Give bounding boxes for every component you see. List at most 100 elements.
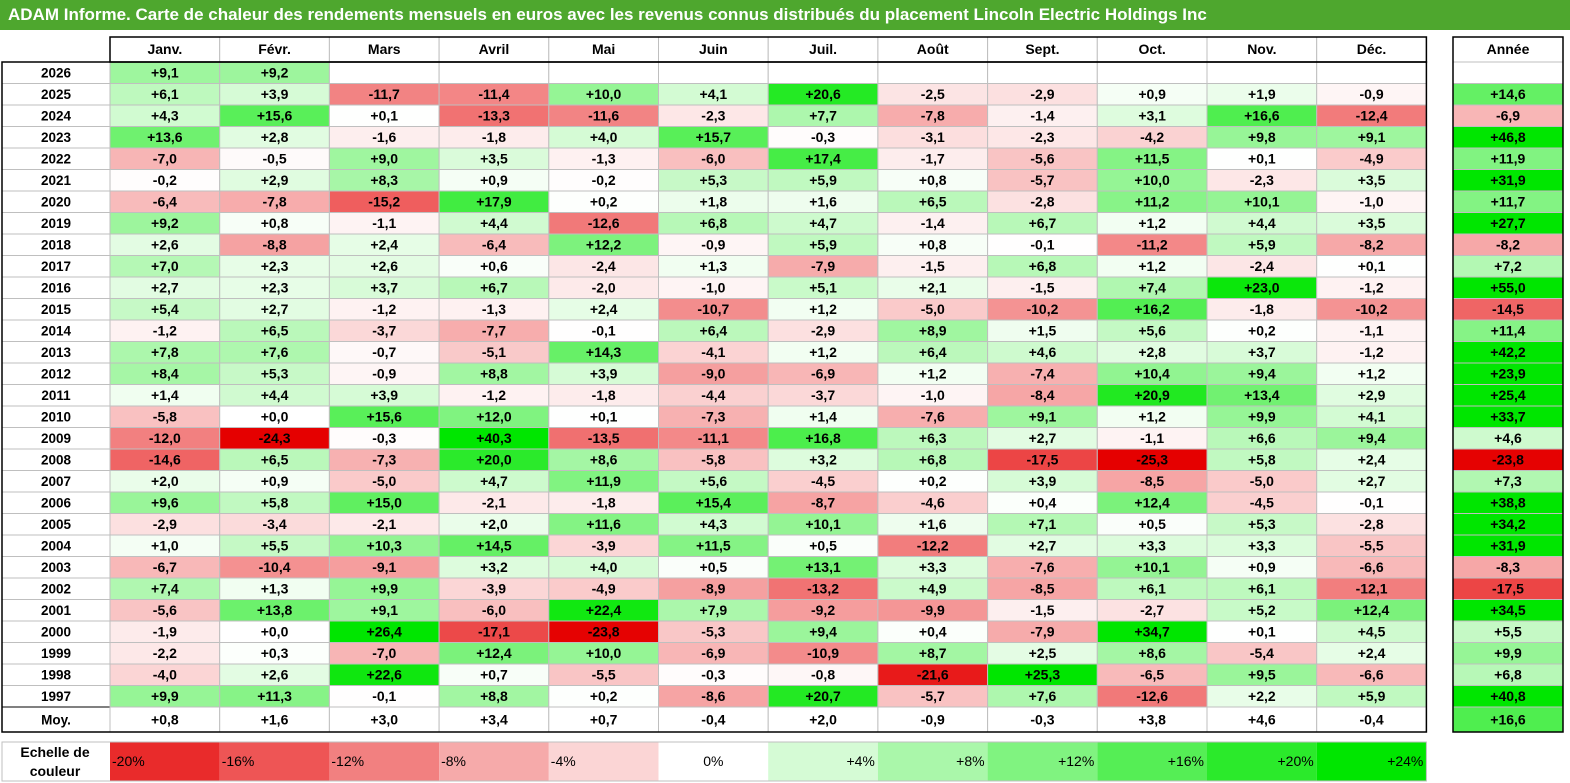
heat-cell-value: -1,9 <box>153 624 177 640</box>
color-scale-swatch <box>329 742 440 781</box>
annual-value: -17,5 <box>1492 581 1524 597</box>
annual-value: +46,8 <box>1490 129 1526 145</box>
heat-cell-value: -7,3 <box>701 409 725 425</box>
heat-cell-value: +34,7 <box>1134 624 1170 640</box>
heat-cell-value: +5,3 <box>261 366 289 382</box>
heat-cell-value: -7,0 <box>372 645 396 661</box>
heat-cell-value: +20,6 <box>805 86 841 102</box>
heat-cell-value: +1,2 <box>1138 215 1166 231</box>
average-value: -0,4 <box>1359 712 1383 728</box>
color-scale-label: -4% <box>551 753 576 769</box>
annual-cell <box>1452 61 1564 84</box>
heat-cell-value: -6,9 <box>811 366 835 382</box>
year-label-2016: 2016 <box>41 281 72 296</box>
heat-cell-value: -0,3 <box>372 430 396 446</box>
color-scale-label: -8% <box>441 753 466 769</box>
heat-cell-value: +25,3 <box>1025 667 1061 683</box>
heat-cell-value: +4,7 <box>480 473 508 489</box>
heat-cell-value: +9,9 <box>151 688 179 704</box>
color-scale-swatch <box>987 742 1098 781</box>
heat-cell-value: -10,4 <box>259 559 291 575</box>
heat-cell-value: -25,3 <box>1136 452 1168 468</box>
heat-cell-value: -0,3 <box>701 667 725 683</box>
month-header-9: Sept. <box>1025 41 1059 57</box>
heat-cell-value: +4,4 <box>480 215 508 231</box>
heat-cell-value: -2,3 <box>1250 172 1274 188</box>
heat-cell-value: +7,4 <box>151 581 179 597</box>
heat-cell-value: -7,8 <box>921 108 945 124</box>
heat-cell-value: +1,3 <box>700 258 728 274</box>
heat-cell-value: -9,1 <box>372 559 396 575</box>
heat-cell-value: +4,1 <box>700 86 728 102</box>
heat-cell-value: -0,7 <box>372 344 396 360</box>
heat-cell-value: +1,6 <box>809 194 837 210</box>
heat-cell-value: -23,8 <box>588 624 620 640</box>
heat-cell-value: -4,0 <box>153 667 177 683</box>
month-header-6: Juin <box>699 41 728 57</box>
heat-cell-value: -6,4 <box>482 237 506 253</box>
heat-cell-value: -0,9 <box>701 237 725 253</box>
heat-cell-value: +2,4 <box>1358 645 1386 661</box>
average-value: +3,4 <box>480 712 508 728</box>
heat-cell-value: +0,1 <box>1248 624 1276 640</box>
average-cell <box>548 706 659 733</box>
heat-cell-value: +7,7 <box>809 108 837 124</box>
heat-cell-value: +3,1 <box>1138 108 1166 124</box>
heat-cell-value: +0,1 <box>1248 151 1276 167</box>
heat-cell-value: +9,1 <box>1358 129 1386 145</box>
annual-value: -6,9 <box>1496 108 1520 124</box>
annual-value: +11,4 <box>1491 323 1526 339</box>
heat-cell-value: -11,4 <box>478 86 509 102</box>
heat-cell-value: -5,4 <box>1250 645 1274 661</box>
annual-border <box>1452 36 1564 733</box>
heat-cell-value: +0,2 <box>590 194 618 210</box>
year-label-2019: 2019 <box>41 216 71 231</box>
heat-cell-value: +14,3 <box>586 344 622 360</box>
heat-cell-value: +3,3 <box>1138 538 1166 554</box>
heat-cell-value: -8,5 <box>1140 473 1164 489</box>
heat-cell-value: +2,4 <box>370 237 398 253</box>
heat-cell-value: +2,8 <box>1138 344 1166 360</box>
heat-cell-value: +0,4 <box>919 624 947 640</box>
heat-cell-value: -5,7 <box>1030 172 1054 188</box>
heat-cell-value: -1,8 <box>592 387 616 403</box>
color-scale-label: +16% <box>1168 753 1204 769</box>
heat-cell-value: -1,2 <box>1359 280 1383 296</box>
heat-cell-value: +10,1 <box>1244 194 1280 210</box>
heat-cell-value: +1,9 <box>1248 86 1276 102</box>
heat-cell-value: -1,2 <box>1359 344 1383 360</box>
heat-cell-value: +0,1 <box>370 108 398 124</box>
heat-cell-value: +2,0 <box>480 516 508 532</box>
heat-cell-value: +9,2 <box>261 65 289 81</box>
year-label-2008: 2008 <box>41 453 72 468</box>
heat-cell-value: +1,2 <box>809 301 837 317</box>
heat-cell-value: +10,0 <box>1134 172 1170 188</box>
heat-cell-value: -4,2 <box>1140 129 1164 145</box>
heat-cell-value: +0,0 <box>261 624 289 640</box>
year-label-2015: 2015 <box>41 302 72 317</box>
heat-cell-value: -0,1 <box>1030 237 1054 253</box>
heat-cell-value: +17,9 <box>476 194 512 210</box>
heat-cell-value: +0,3 <box>261 645 289 661</box>
color-scale-title-line1: Echelle de <box>20 744 90 760</box>
heat-cell-value: -24,3 <box>259 430 291 446</box>
color-scale-swatch <box>768 742 878 781</box>
annual-value: +42,2 <box>1490 344 1526 360</box>
color-scale-title: Echelle de couleur <box>2 743 108 781</box>
heat-cell-value: -5,0 <box>1250 473 1274 489</box>
heat-cell-value: +15,6 <box>367 409 403 425</box>
annual-value: +7,2 <box>1494 258 1522 274</box>
color-scale-label: -12% <box>331 753 364 769</box>
heat-cell-value: +20,0 <box>476 452 512 468</box>
year-label-2025: 2025 <box>41 87 72 102</box>
heat-cell-value: +12,4 <box>476 645 512 661</box>
heat-cell-value: -5,7 <box>921 688 945 704</box>
heat-cell-value: -6,9 <box>701 645 725 661</box>
heat-cell <box>438 61 550 84</box>
heat-cell-value: +15,6 <box>257 108 293 124</box>
heat-cell-value: -12,6 <box>588 215 620 231</box>
heat-cell-value: +15,0 <box>367 495 403 511</box>
annual-value: +6,8 <box>1494 667 1522 683</box>
month-header-10: Oct. <box>1139 41 1166 57</box>
heat-cell-value: -14,6 <box>149 452 181 468</box>
